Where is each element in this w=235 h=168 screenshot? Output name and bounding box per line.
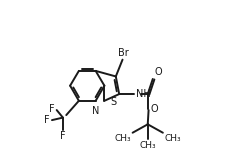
- Text: CH₃: CH₃: [164, 134, 181, 143]
- Text: O: O: [151, 104, 158, 114]
- Text: NH: NH: [136, 89, 151, 99]
- Text: CH₃: CH₃: [114, 134, 131, 143]
- Text: N: N: [92, 106, 99, 116]
- Text: F: F: [49, 104, 55, 114]
- Text: S: S: [110, 97, 116, 108]
- Text: CH₃: CH₃: [139, 141, 156, 151]
- Text: O: O: [155, 67, 162, 77]
- Text: F: F: [60, 131, 66, 141]
- Text: Br: Br: [118, 48, 128, 58]
- Text: F: F: [44, 115, 50, 125]
